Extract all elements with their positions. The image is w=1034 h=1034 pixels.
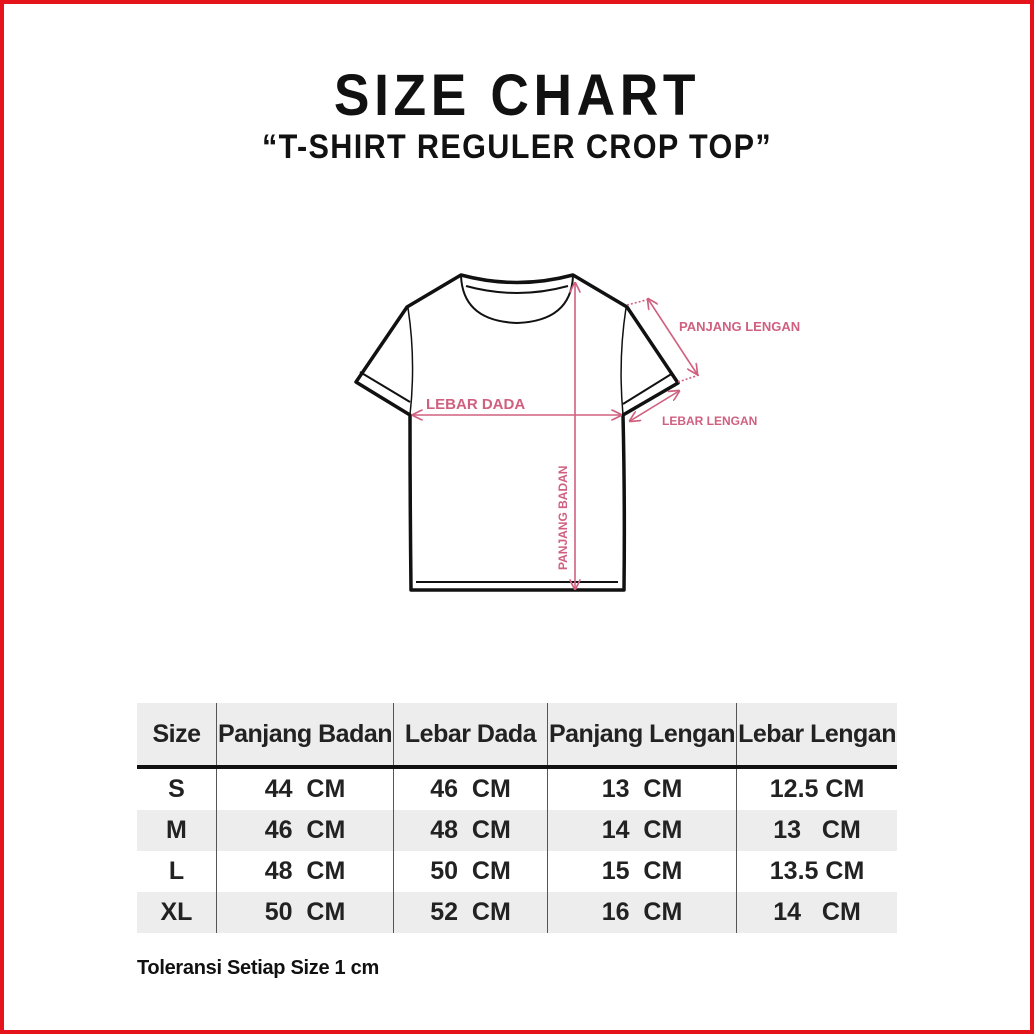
panjang-lengan-arrow bbox=[648, 299, 697, 374]
label-panjang-badan: PANJANG BADAN bbox=[556, 466, 570, 570]
cell: L bbox=[168, 857, 185, 885]
cell: XL bbox=[137, 892, 217, 933]
lebar-lengan-arrow bbox=[630, 391, 679, 421]
label-lebar-dada: LEBAR DADA bbox=[426, 396, 525, 413]
cell: 16 CM bbox=[546, 892, 737, 933]
size-table: Size Panjang Badan Lebar Dada Panjang Le… bbox=[137, 703, 897, 933]
table-row: M 46 CM 48 CM 14 CM 13 CM bbox=[137, 810, 897, 851]
table-row: XL 50 CM 52 CM 16 CM 14 CM bbox=[137, 892, 897, 933]
tshirt-outline bbox=[354, 273, 680, 592]
table-row: S 44 CM 46 CM 13 CM 12.5 CM bbox=[137, 767, 897, 810]
header-size: Size bbox=[137, 703, 217, 769]
cell: 13 CM bbox=[736, 810, 897, 851]
cell: 50 CM bbox=[393, 851, 548, 892]
cell: 14 CM bbox=[736, 892, 897, 933]
header-panjang-lengan: Panjang Lengan bbox=[546, 703, 737, 769]
header-lebar-lengan: Lebar Lengan bbox=[736, 703, 897, 769]
cell: M bbox=[137, 810, 217, 851]
cell: 46 CM bbox=[393, 767, 548, 810]
table-header-row: Size Panjang Badan Lebar Dada Panjang Le… bbox=[137, 703, 897, 769]
cell: 46 CM bbox=[215, 810, 394, 851]
cell: 13 CM bbox=[546, 767, 737, 810]
table-row: L 48 CM 50 CM 15 CM 13.5 CM bbox=[137, 851, 897, 892]
tshirt-diagram: LEBAR DADA PANJANG LENGAN LEBAR LENGAN P… bbox=[354, 273, 800, 592]
measure-lines bbox=[413, 283, 700, 589]
cell: 14 CM bbox=[546, 810, 737, 851]
page-title: SIZE CHART bbox=[333, 63, 701, 128]
cell: 48 CM bbox=[215, 851, 394, 892]
header-panjang-badan: Panjang Badan bbox=[215, 703, 394, 769]
header-lebar-dada: Lebar Dada bbox=[393, 703, 548, 769]
cell: 13.5 CM bbox=[736, 851, 897, 892]
cell: 44 CM bbox=[215, 767, 394, 810]
tolerance-note: Toleransi Setiap Size 1 cm bbox=[137, 957, 379, 979]
page-subtitle: “T-SHIRT REGULER CROP TOP” bbox=[261, 128, 773, 166]
label-lebar-lengan: LEBAR LENGAN bbox=[662, 414, 757, 428]
cell: 52 CM bbox=[393, 892, 548, 933]
cell: 50 CM bbox=[215, 892, 394, 933]
cell: 48 CM bbox=[393, 810, 548, 851]
label-panjang-lengan: PANJANG LENGAN bbox=[679, 319, 800, 334]
cell: 15 CM bbox=[546, 851, 737, 892]
cell: 12.5 CM bbox=[736, 767, 897, 810]
cell: S bbox=[168, 775, 185, 803]
